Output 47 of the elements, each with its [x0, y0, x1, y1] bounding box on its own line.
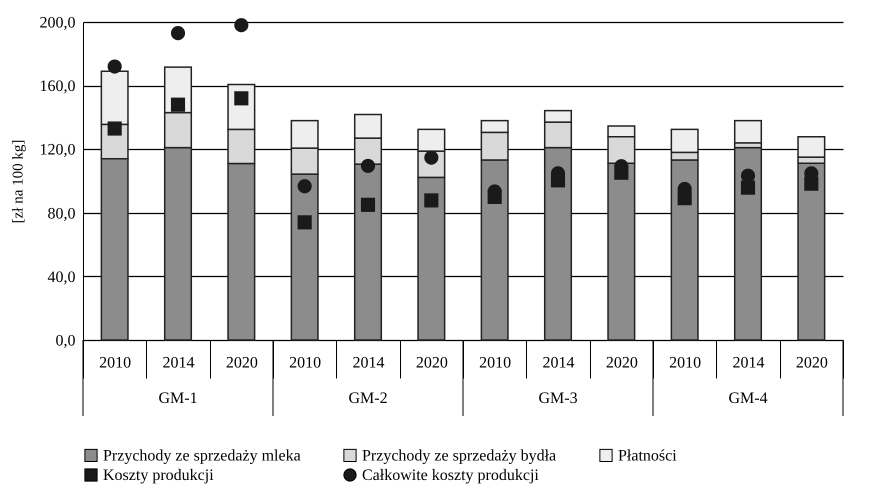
x-tick-label: 2020: [606, 354, 638, 372]
x-tick-label: 2014: [352, 354, 384, 372]
y-tick-label: 40,0: [48, 268, 76, 286]
legend-label: Całkowite koszty produkcji: [362, 467, 540, 484]
y-tick-label: 80,0: [48, 205, 76, 222]
x-tick-label: 2010: [99, 354, 132, 372]
x-tick-label: 2010: [669, 354, 702, 372]
point: [360, 198, 376, 212]
point: [488, 190, 502, 204]
point: [298, 179, 312, 194]
text: GM-1: [158, 390, 198, 407]
legend-label: Przychody ze sprzedaży bydła: [362, 447, 556, 464]
text: GM-4: [728, 390, 768, 407]
legend-label: Płatności: [618, 447, 678, 464]
legend-label: Koszty produkcji: [103, 467, 214, 484]
x-tick-label: 2020: [796, 354, 828, 372]
text: GM-3: [538, 390, 578, 407]
point: [108, 59, 122, 74]
point: [740, 180, 756, 195]
x-tick-label: 2020: [416, 354, 448, 372]
point: [170, 26, 186, 40]
point: [804, 176, 818, 191]
point: [108, 121, 122, 136]
bar: [734, 146, 762, 341]
x-tick-label: 2014: [162, 354, 194, 372]
point: [550, 173, 566, 188]
y-tick-label: 200,0: [40, 14, 76, 32]
point: [360, 158, 376, 173]
point: [298, 215, 312, 230]
x-tick-label: 2010: [289, 354, 322, 372]
legend-label: Przychody ze sprzedaży mleka: [103, 447, 301, 464]
bar: [797, 162, 826, 341]
point: [424, 193, 438, 208]
point: [170, 98, 186, 112]
x-tick-label: 2010: [479, 354, 512, 372]
text: GM-2: [348, 390, 388, 407]
point: [234, 91, 248, 106]
y-tick-label: 0,0: [56, 332, 76, 350]
point: [234, 18, 248, 32]
y-axis-title: [zł na 100 kg]: [10, 140, 26, 224]
x-tick-label: 2014: [732, 354, 764, 372]
point: [678, 191, 692, 206]
point: [614, 166, 628, 180]
y-tick-label: 160,0: [40, 78, 76, 96]
x-tick-label: 2014: [542, 354, 574, 372]
y-tick-label: 120,0: [40, 142, 76, 159]
x-tick-label: 2020: [226, 354, 258, 372]
